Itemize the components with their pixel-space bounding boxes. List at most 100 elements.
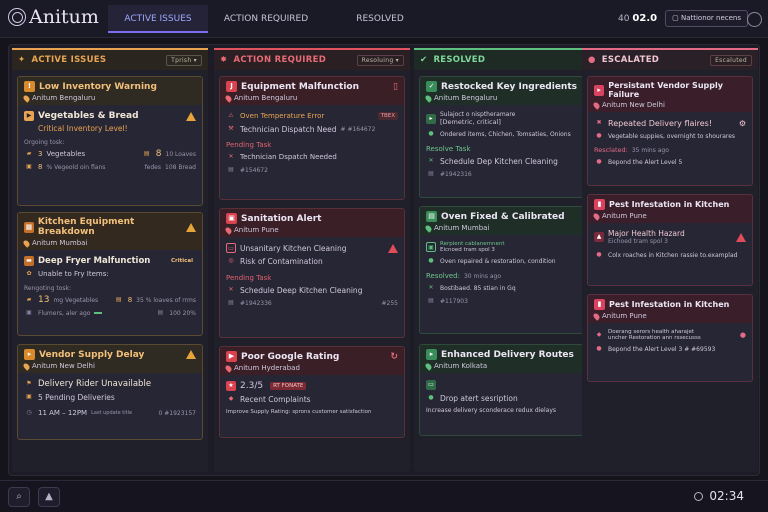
card-location: Anitum Hyderabad (234, 364, 300, 372)
check-circle-icon: ● (428, 257, 434, 264)
location-pin-icon (424, 93, 433, 103)
oven-icon: ▤ (426, 211, 437, 222)
card-title: Pest Infestation in Kitchen (609, 200, 730, 209)
escalated-card[interactable]: ▸ Persistant Vendor Supply Failure Anitum… (587, 76, 753, 186)
sub-line: Sulajoct o nisptheramare (440, 111, 516, 118)
tab-resolved[interactable]: RESOLVED (356, 14, 404, 24)
location-pin-icon (224, 225, 233, 235)
alert-icon: ● (739, 331, 746, 339)
clock-icon: ◷ (26, 409, 32, 416)
map-icon: ▭ (426, 380, 436, 390)
card-location: Anitum Mumbai (32, 239, 88, 247)
issue-line: Oven Temperature Error (240, 112, 325, 120)
column-resolved: ✔ RESOLVED ✓ Restocked Key Ingredients Ani… (414, 48, 610, 472)
bread-icon: ▤ (115, 296, 122, 303)
card-main: Delivery Rider Unavailable (38, 379, 152, 389)
location-pin-icon (592, 211, 601, 221)
notifications-button[interactable]: ▢ Nattionor necens (665, 10, 748, 27)
fryer-icon: ▬ (24, 256, 34, 266)
cart-icon: ▰ (26, 150, 32, 157)
pending-label: Pending Task (226, 141, 272, 149)
package-icon: ▣ (26, 393, 32, 400)
card-location: Anitum New Delhi (32, 362, 95, 370)
card-location: Anitum Pune (602, 312, 647, 320)
search-icon[interactable]: ⌕ (8, 487, 30, 507)
alert-text: Critical Inventory Level! (38, 124, 128, 133)
bell-icon: ▢ (672, 14, 681, 22)
item-name: mg Vegetables (53, 296, 99, 304)
issue-badge: TBEX (377, 112, 398, 120)
issue-card[interactable]: ! Low Inventory Warning Anitum Bengaluru … (17, 76, 203, 206)
doc-icon: ▤ (157, 309, 164, 316)
issue-card[interactable]: ▦ Kitchen Equipment Breakdown Anitum Mumb… (17, 212, 203, 336)
escalated-line: uncher Restoration ann rssecusss (608, 335, 701, 341)
time-value: 02.0 (632, 13, 658, 24)
resolved-note: Increase delivery sconderace redux diela… (426, 407, 557, 414)
escalate-icon: ● (588, 55, 596, 65)
alert-circle-icon: ● (596, 345, 602, 352)
sub-line: [Demetric, critical] (440, 118, 501, 126)
card-title: Persistant Vendor Supply Failure (608, 81, 723, 99)
settings-icon[interactable] (747, 12, 762, 27)
location-pin-icon (424, 361, 433, 371)
card-title: Enhanced Delivery Routes (441, 349, 574, 360)
tag-icon: ▤ (228, 299, 234, 306)
column-title: ACTION REQUIRED (233, 55, 327, 65)
resolved-card[interactable]: ▸ Enhanced Delivery Routes Anitum Kolkata… (419, 344, 605, 436)
check-circle-icon: ● (428, 394, 434, 401)
appliance-icon: ▦ (24, 221, 34, 233)
ticket-ref: 0 #1923157 (158, 409, 196, 417)
issue-card[interactable]: ▸ Vendor Supply Delay Anitum New Delhi ⚑ D… (17, 344, 203, 440)
action-card[interactable]: ▶ Poor Google Rating ↻ Anitum Hyderabad ★ 2… (219, 346, 405, 438)
column-active-issues: ✦ ACTIVE ISSUES Tprish ▾ ! Low Inventory W… (12, 48, 208, 472)
location-pin-icon (224, 363, 233, 373)
flag-icon: ✖ (596, 119, 602, 126)
tools-icon: ✕ (228, 153, 234, 160)
item-qty: 3 (38, 150, 43, 158)
star-icon: ★ (226, 381, 236, 391)
route-icon: ▸ (426, 349, 437, 360)
task-text: Schedule Deep Kitchen Cleaning (240, 285, 363, 295)
fire-icon: ✦ (18, 55, 26, 65)
bug-icon: ▮ (594, 299, 605, 310)
tab-action-required[interactable]: ACTION REQUIRED (223, 14, 309, 24)
list-icon: ▣ (26, 309, 32, 316)
warning-icon (186, 111, 196, 121)
column-filter-select[interactable]: Tprish ▾ (166, 54, 202, 66)
app-logo[interactable]: Anitum (8, 6, 99, 28)
shield-icon: ▯ (393, 81, 398, 92)
rider-icon: ⚑ (26, 380, 32, 387)
header-status: 40 02.0 ▢ Nattionor necens (618, 10, 748, 27)
ticket-ref: #1942336 (240, 299, 272, 307)
tab-active-issues[interactable]: ACTIVE ISSUES (108, 5, 208, 33)
review-icon: ▶ (226, 351, 237, 362)
refresh-icon[interactable]: ↻ (390, 351, 398, 362)
tools-icon: ✕ (428, 157, 434, 164)
resolved-card[interactable]: ▤ Oven Fixed & Calibrated Anitum Mumbai ▣… (419, 206, 605, 334)
screen-icon: ▸ (426, 113, 436, 124)
location-pin-icon (22, 361, 31, 371)
app-title: Anitum (29, 6, 99, 28)
escalated-card[interactable]: ▮ Pest Infestation in Kitchen Anitum Pune… (587, 294, 753, 382)
resolved-line: Bostibaed. 85 stian in Gq (440, 284, 516, 292)
time-prefix: 40 (617, 14, 630, 24)
column-filter-select[interactable]: Escaluted (710, 54, 752, 66)
technician-icon: ⚒ (228, 125, 234, 132)
rating-tag: RT FONATE (270, 382, 307, 390)
escalated-line: Colx roaches in Kitchen rassie to.exampl… (608, 251, 738, 259)
card-location: Anitum Bengaluru (32, 94, 96, 102)
card-sub: Eichoed tram spol 3 (608, 238, 668, 245)
bag-icon: ▣ (26, 163, 32, 170)
biohazard-icon: ◎ (228, 257, 234, 264)
bug-icon: ▮ (594, 199, 605, 210)
action-card[interactable]: ▣ Sanitation Alert Anitum Pune ▭ Unsanitar… (219, 208, 405, 338)
clock-text: 02:34 (709, 489, 744, 503)
escalated-card[interactable]: ▮ Pest Infestation in Kitchen Anitum Pune… (587, 194, 753, 286)
update-label: Last update title (91, 410, 133, 416)
tag-icon: ▤ (428, 297, 434, 304)
column-filter-select[interactable]: Resoluing ▾ (356, 54, 404, 66)
action-card[interactable]: J Equipment Malfunction ▯ Anitum Bengaluru… (219, 76, 405, 200)
chef-hat-icon[interactable]: ▲ (38, 487, 60, 507)
item-value: 108 Bread (165, 163, 196, 171)
resolved-card[interactable]: ✓ Restocked Key Ingredients Anitum Bengal… (419, 76, 605, 198)
